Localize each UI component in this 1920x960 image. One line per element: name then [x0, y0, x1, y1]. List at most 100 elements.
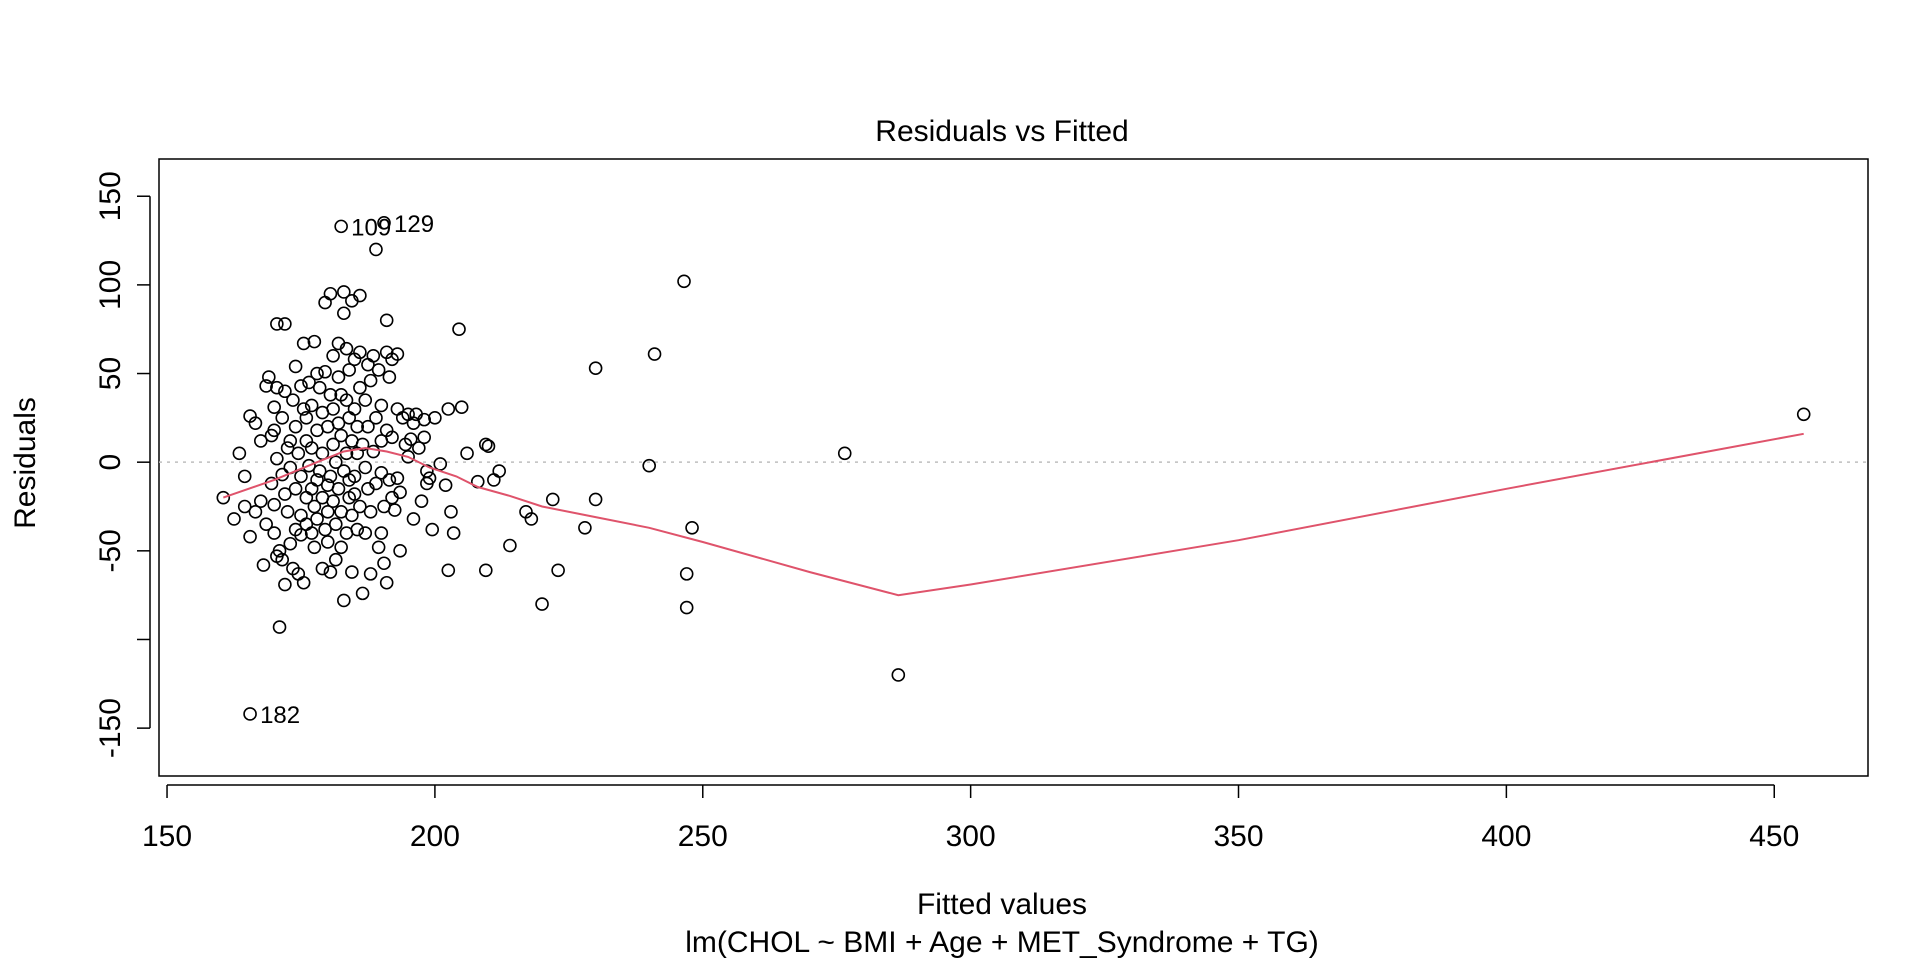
data-point [503, 538, 517, 553]
y-tick-label: -150 [94, 698, 127, 758]
data-point [382, 473, 397, 487]
data-point [478, 563, 493, 578]
data-point [363, 567, 378, 581]
y-tick-label: 0 [94, 454, 127, 471]
data-point [588, 492, 603, 507]
data-point [551, 563, 565, 578]
data-point [278, 487, 292, 501]
data-point [342, 363, 356, 377]
x-tick-label: 250 [678, 820, 728, 853]
data-point [441, 563, 456, 578]
data-point [243, 707, 257, 721]
data-point [304, 481, 319, 496]
data-point [353, 345, 367, 360]
data-point [454, 400, 469, 415]
data-point [438, 478, 453, 493]
data-point [259, 379, 273, 393]
data-point [237, 499, 252, 514]
data-point [307, 334, 322, 349]
x-axis-label: Fitted values [917, 888, 1087, 921]
data-point [312, 464, 327, 478]
data-point [323, 388, 338, 402]
data-point [412, 441, 426, 455]
data-point [377, 556, 391, 571]
data-point [679, 567, 694, 581]
data-point [262, 370, 276, 384]
data-point [433, 457, 448, 471]
data-point [379, 575, 394, 590]
data-point [647, 347, 662, 361]
data-point [323, 286, 338, 301]
y-tick-label: 100 [94, 260, 127, 310]
data-point [267, 526, 281, 540]
point-label: 182 [260, 702, 300, 729]
data-point [487, 473, 501, 487]
data-point [278, 384, 292, 399]
point-label: 129 [394, 211, 434, 238]
data-point [304, 526, 319, 540]
data-point [318, 295, 332, 310]
data-point [216, 490, 231, 505]
data-point [294, 508, 308, 523]
data-point [328, 455, 343, 469]
data-point [369, 242, 383, 257]
x-tick-label: 400 [1481, 820, 1531, 853]
data-point [326, 494, 340, 508]
data-point [334, 540, 348, 555]
data-point [243, 529, 257, 544]
data-point [331, 416, 346, 430]
data-point [363, 505, 378, 519]
data-point [334, 219, 348, 234]
data-point [685, 520, 699, 535]
data-point [390, 347, 405, 361]
data-point [312, 380, 327, 395]
data-point [315, 561, 330, 576]
data-point [350, 522, 365, 537]
data-point [417, 430, 431, 445]
data-point [414, 494, 429, 508]
data-point [253, 494, 268, 508]
data-point [275, 552, 290, 567]
data-point [339, 393, 354, 407]
data-point [347, 469, 362, 484]
data-point [374, 466, 389, 480]
data-point [390, 471, 405, 485]
data-point [328, 517, 343, 532]
data-point [304, 441, 319, 455]
data-point [291, 446, 306, 461]
data-point [1796, 407, 1811, 422]
data-point [337, 593, 351, 608]
data-point [545, 492, 560, 507]
y-tick-label: 50 [94, 357, 127, 390]
data-point [393, 544, 407, 558]
data-point [267, 423, 281, 438]
data-point [417, 412, 431, 427]
data-point [288, 359, 303, 374]
data-point [294, 379, 308, 393]
data-point [358, 393, 373, 407]
x-tick-label: 300 [946, 820, 996, 853]
y-tick-label: -50 [94, 529, 127, 572]
data-point [331, 370, 346, 384]
data-point [326, 437, 340, 452]
data-point [339, 341, 354, 356]
data-point [310, 366, 324, 381]
data-point [428, 411, 442, 425]
data-point [259, 517, 273, 532]
data-point [425, 522, 440, 537]
data-point [320, 505, 335, 519]
data-point [353, 380, 367, 395]
data-point [366, 349, 381, 363]
data-point [270, 317, 284, 331]
data-point [679, 600, 694, 615]
data-point [358, 460, 373, 475]
data-point [420, 464, 434, 478]
chart-subtitle: lm(CHOL ~ BMI + Age + MET_Syndrome + TG) [685, 926, 1319, 959]
data-point [363, 373, 378, 388]
data-point [393, 485, 407, 500]
data-point [369, 411, 383, 425]
data-point [353, 499, 367, 514]
data-point [366, 444, 381, 459]
data-point [253, 434, 268, 448]
